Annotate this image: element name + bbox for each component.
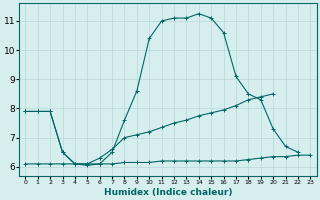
- X-axis label: Humidex (Indice chaleur): Humidex (Indice chaleur): [104, 188, 232, 197]
